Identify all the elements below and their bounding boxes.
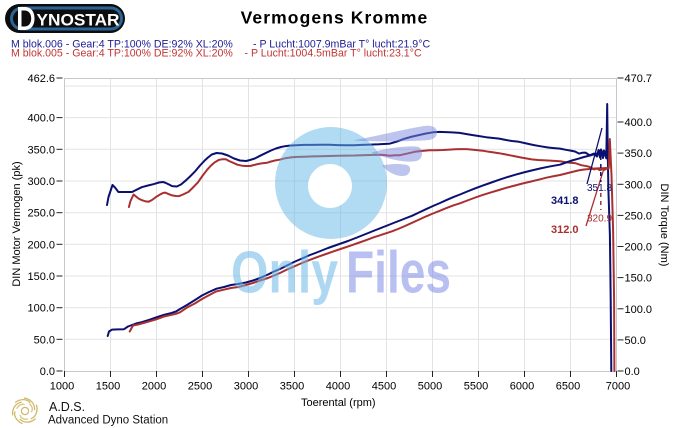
svg-text:6500: 6500: [556, 381, 580, 393]
svg-text:0.0: 0.0: [625, 366, 640, 378]
svg-text:320.9: 320.9: [587, 214, 612, 225]
svg-text:M blok.005 - Gear:4 TP:100% DE: M blok.005 - Gear:4 TP:100% DE:92% XL:20…: [11, 48, 233, 60]
svg-text:312.0: 312.0: [551, 224, 579, 236]
svg-text:5000: 5000: [418, 381, 442, 393]
svg-text:50.0: 50.0: [625, 335, 646, 347]
svg-text:462.6: 462.6: [27, 73, 55, 85]
svg-text:A.D.S.: A.D.S.: [49, 400, 85, 414]
svg-text:6000: 6000: [510, 381, 534, 393]
svg-text:0.0: 0.0: [40, 366, 55, 378]
svg-text:400.0: 400.0: [625, 117, 653, 129]
svg-text:........ ..: ........ ..: [88, 42, 103, 48]
svg-text:2500: 2500: [188, 381, 212, 393]
svg-text:400.0: 400.0: [27, 113, 55, 125]
svg-text:351.8: 351.8: [587, 183, 612, 194]
svg-text:M blok.006 - Gear:4 TP:100% DE: M blok.006 - Gear:4 TP:100% DE:92% XL:20…: [11, 38, 233, 50]
svg-text:470.7: 470.7: [625, 73, 653, 85]
svg-text:200.0: 200.0: [625, 242, 653, 254]
svg-text:DIN Torque (Nm): DIN Torque (Nm): [658, 184, 670, 267]
svg-text:200.0: 200.0: [27, 239, 55, 251]
svg-text:341.8: 341.8: [551, 195, 579, 207]
svg-text:150.0: 150.0: [27, 271, 55, 283]
svg-text:100.0: 100.0: [625, 304, 653, 316]
svg-text:1500: 1500: [96, 381, 120, 393]
svg-text:5500: 5500: [464, 381, 488, 393]
svg-text:150.0: 150.0: [625, 273, 653, 285]
svg-text:250.0: 250.0: [27, 208, 55, 220]
svg-text:4000: 4000: [326, 381, 350, 393]
svg-text:350.0: 350.0: [625, 148, 653, 160]
svg-text:- P Lucht:1007.9mBar T° lucht:: - P Lucht:1007.9mBar T° lucht:21.9°C: [253, 38, 430, 50]
svg-text:50.0: 50.0: [34, 334, 55, 346]
svg-text:YNOSTAR: YNOSTAR: [37, 12, 120, 30]
svg-text:350.0: 350.0: [27, 144, 55, 156]
svg-text:300.0: 300.0: [625, 179, 653, 191]
svg-text:Vermogens Kromme: Vermogens Kromme: [241, 8, 429, 28]
svg-text:Advanced Dyno Station: Advanced Dyno Station: [48, 415, 168, 427]
svg-text:250.0: 250.0: [625, 210, 653, 222]
svg-text:7000: 7000: [606, 381, 630, 393]
svg-text:3500: 3500: [280, 381, 304, 393]
svg-text:Only: Only: [231, 240, 338, 306]
svg-text:2000: 2000: [142, 381, 166, 393]
svg-text:- P Lucht:1004.5mBar T° lucht:: - P Lucht:1004.5mBar T° lucht:23.1°C: [245, 48, 422, 60]
svg-text:3000: 3000: [234, 381, 258, 393]
svg-text:4500: 4500: [372, 381, 396, 393]
svg-text:DIN Motor Vermogen (pk): DIN Motor Vermogen (pk): [11, 161, 23, 286]
svg-text:300.0: 300.0: [27, 176, 55, 188]
svg-text:Files: Files: [346, 240, 451, 306]
svg-text:1000: 1000: [50, 381, 74, 393]
svg-text:Toerental (rpm): Toerental (rpm): [301, 397, 376, 409]
svg-text:100.0: 100.0: [27, 303, 55, 315]
